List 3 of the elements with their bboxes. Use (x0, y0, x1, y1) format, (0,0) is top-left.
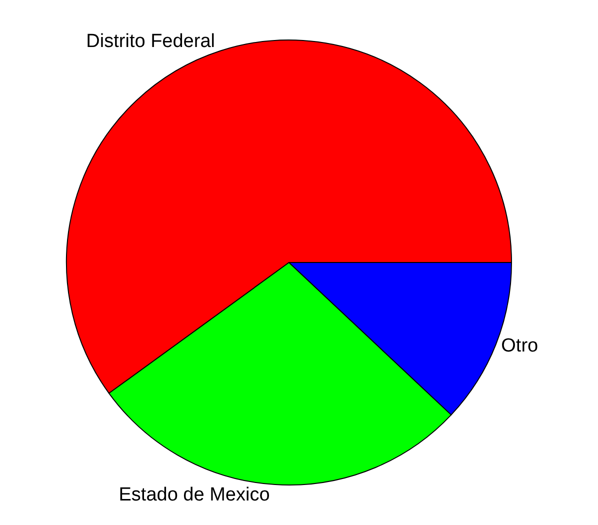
slice-label: Estado de Mexico (118, 484, 270, 506)
slice-label: Otro (501, 335, 538, 356)
slice-label: Distrito Federal (86, 30, 215, 52)
